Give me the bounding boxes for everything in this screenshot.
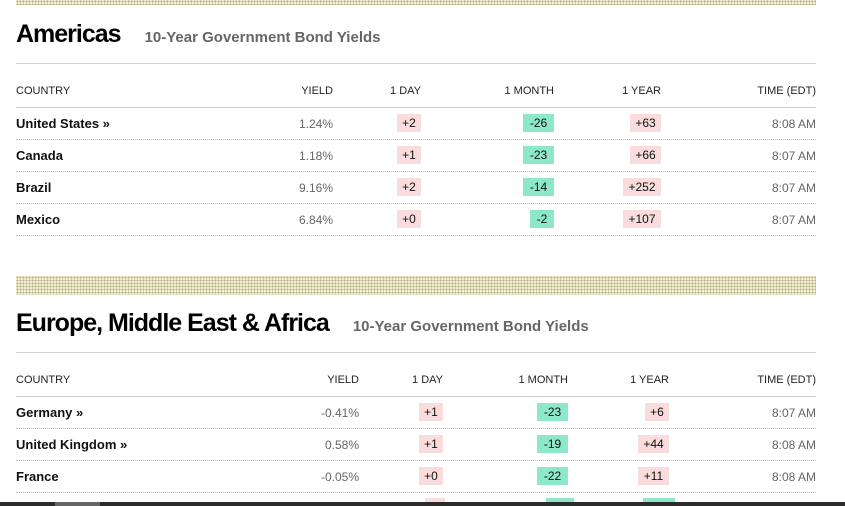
change-1month-badge: -14 xyxy=(523,178,554,196)
col-header-country: COUNTRY xyxy=(16,374,71,386)
top-pattern-bar xyxy=(16,0,816,5)
change-1day-badge: +0 xyxy=(397,210,421,228)
col-header-1day: 1 DAY xyxy=(390,85,421,97)
row-divider xyxy=(16,235,816,236)
section-pattern-bar xyxy=(16,276,816,295)
country-link[interactable]: United States » xyxy=(16,116,110,131)
change-1year-badge: +44 xyxy=(638,435,669,453)
yield-value: 0.58% xyxy=(324,438,359,452)
yield-value: -0.41% xyxy=(320,406,359,420)
time-value: 8:07 AM xyxy=(771,149,816,163)
divider xyxy=(16,352,816,353)
time-value: 8:08 AM xyxy=(771,117,816,131)
row-divider xyxy=(16,203,816,204)
divider xyxy=(16,63,816,64)
header-divider xyxy=(16,396,816,397)
row-divider xyxy=(16,460,816,461)
country-link[interactable]: United Kingdom » xyxy=(16,437,128,452)
section-subtitle: 10-Year Government Bond Yields xyxy=(144,29,381,46)
time-value: 8:07 AM xyxy=(771,213,816,227)
yield-value: 9.16% xyxy=(298,181,333,195)
col-header-1month: 1 MONTH xyxy=(504,85,555,97)
row-divider xyxy=(16,492,816,493)
change-1day-badge: +2 xyxy=(397,114,421,132)
change-1year-badge: +6 xyxy=(645,403,669,421)
country-name: Brazil xyxy=(16,180,52,195)
emea-header: Europe, Middle East & Africa 10-Year Gov… xyxy=(16,309,589,349)
horizontal-scrollbar[interactable] xyxy=(0,502,845,506)
change-1year-badge: +107 xyxy=(623,210,661,228)
col-header-yield: YIELD xyxy=(327,374,359,386)
country-name: France xyxy=(16,469,59,484)
yield-value: 1.24% xyxy=(298,117,333,131)
change-1month-badge: -23 xyxy=(537,403,568,421)
col-header-country: COUNTRY xyxy=(16,85,71,97)
change-1month-badge: -22 xyxy=(537,467,568,485)
change-1day-badge: +1 xyxy=(419,435,443,453)
col-header-1year: 1 YEAR xyxy=(630,374,669,386)
time-value: 8:07 AM xyxy=(771,181,816,195)
change-1day-badge: +1 xyxy=(397,146,421,164)
yield-value: 6.84% xyxy=(298,213,333,227)
time-value: 8:08 AM xyxy=(771,438,816,452)
col-header-time: TIME (EDT) xyxy=(757,374,816,386)
yield-value: -0.05% xyxy=(320,470,359,484)
header-divider xyxy=(16,107,816,108)
col-header-yield: YIELD xyxy=(301,85,333,97)
scrollbar-thumb[interactable] xyxy=(55,502,100,506)
change-1day-badge: +0 xyxy=(419,467,443,485)
row-divider xyxy=(16,139,816,140)
change-1year-badge: +63 xyxy=(630,114,661,132)
col-header-1year: 1 YEAR xyxy=(622,85,661,97)
change-1day-badge: +1 xyxy=(419,403,443,421)
yield-value: 1.18% xyxy=(298,149,333,163)
change-1year-badge: +11 xyxy=(638,467,669,485)
change-1day-badge: +2 xyxy=(397,178,421,196)
change-1year-badge: +252 xyxy=(623,178,661,196)
change-1year-badge: +66 xyxy=(630,146,661,164)
change-1month-badge: -26 xyxy=(523,114,554,132)
row-divider xyxy=(16,428,816,429)
section-title: Americas xyxy=(16,20,122,48)
row-divider xyxy=(16,171,816,172)
country-link[interactable]: Germany » xyxy=(16,405,84,420)
time-value: 8:08 AM xyxy=(771,470,816,484)
col-header-1month: 1 MONTH xyxy=(518,374,569,386)
change-1month-badge: -2 xyxy=(530,210,554,228)
country-name: Canada xyxy=(16,148,63,163)
section-title: Europe, Middle East & Africa xyxy=(16,309,330,337)
col-header-1day: 1 DAY xyxy=(412,374,443,386)
country-name: Mexico xyxy=(16,212,61,227)
col-header-time: TIME (EDT) xyxy=(757,85,816,97)
time-value: 8:07 AM xyxy=(771,406,816,420)
section-subtitle: 10-Year Government Bond Yields xyxy=(352,318,589,335)
americas-header: Americas 10-Year Government Bond Yields xyxy=(16,20,381,60)
change-1month-badge: -19 xyxy=(537,435,568,453)
change-1month-badge: -23 xyxy=(523,146,554,164)
